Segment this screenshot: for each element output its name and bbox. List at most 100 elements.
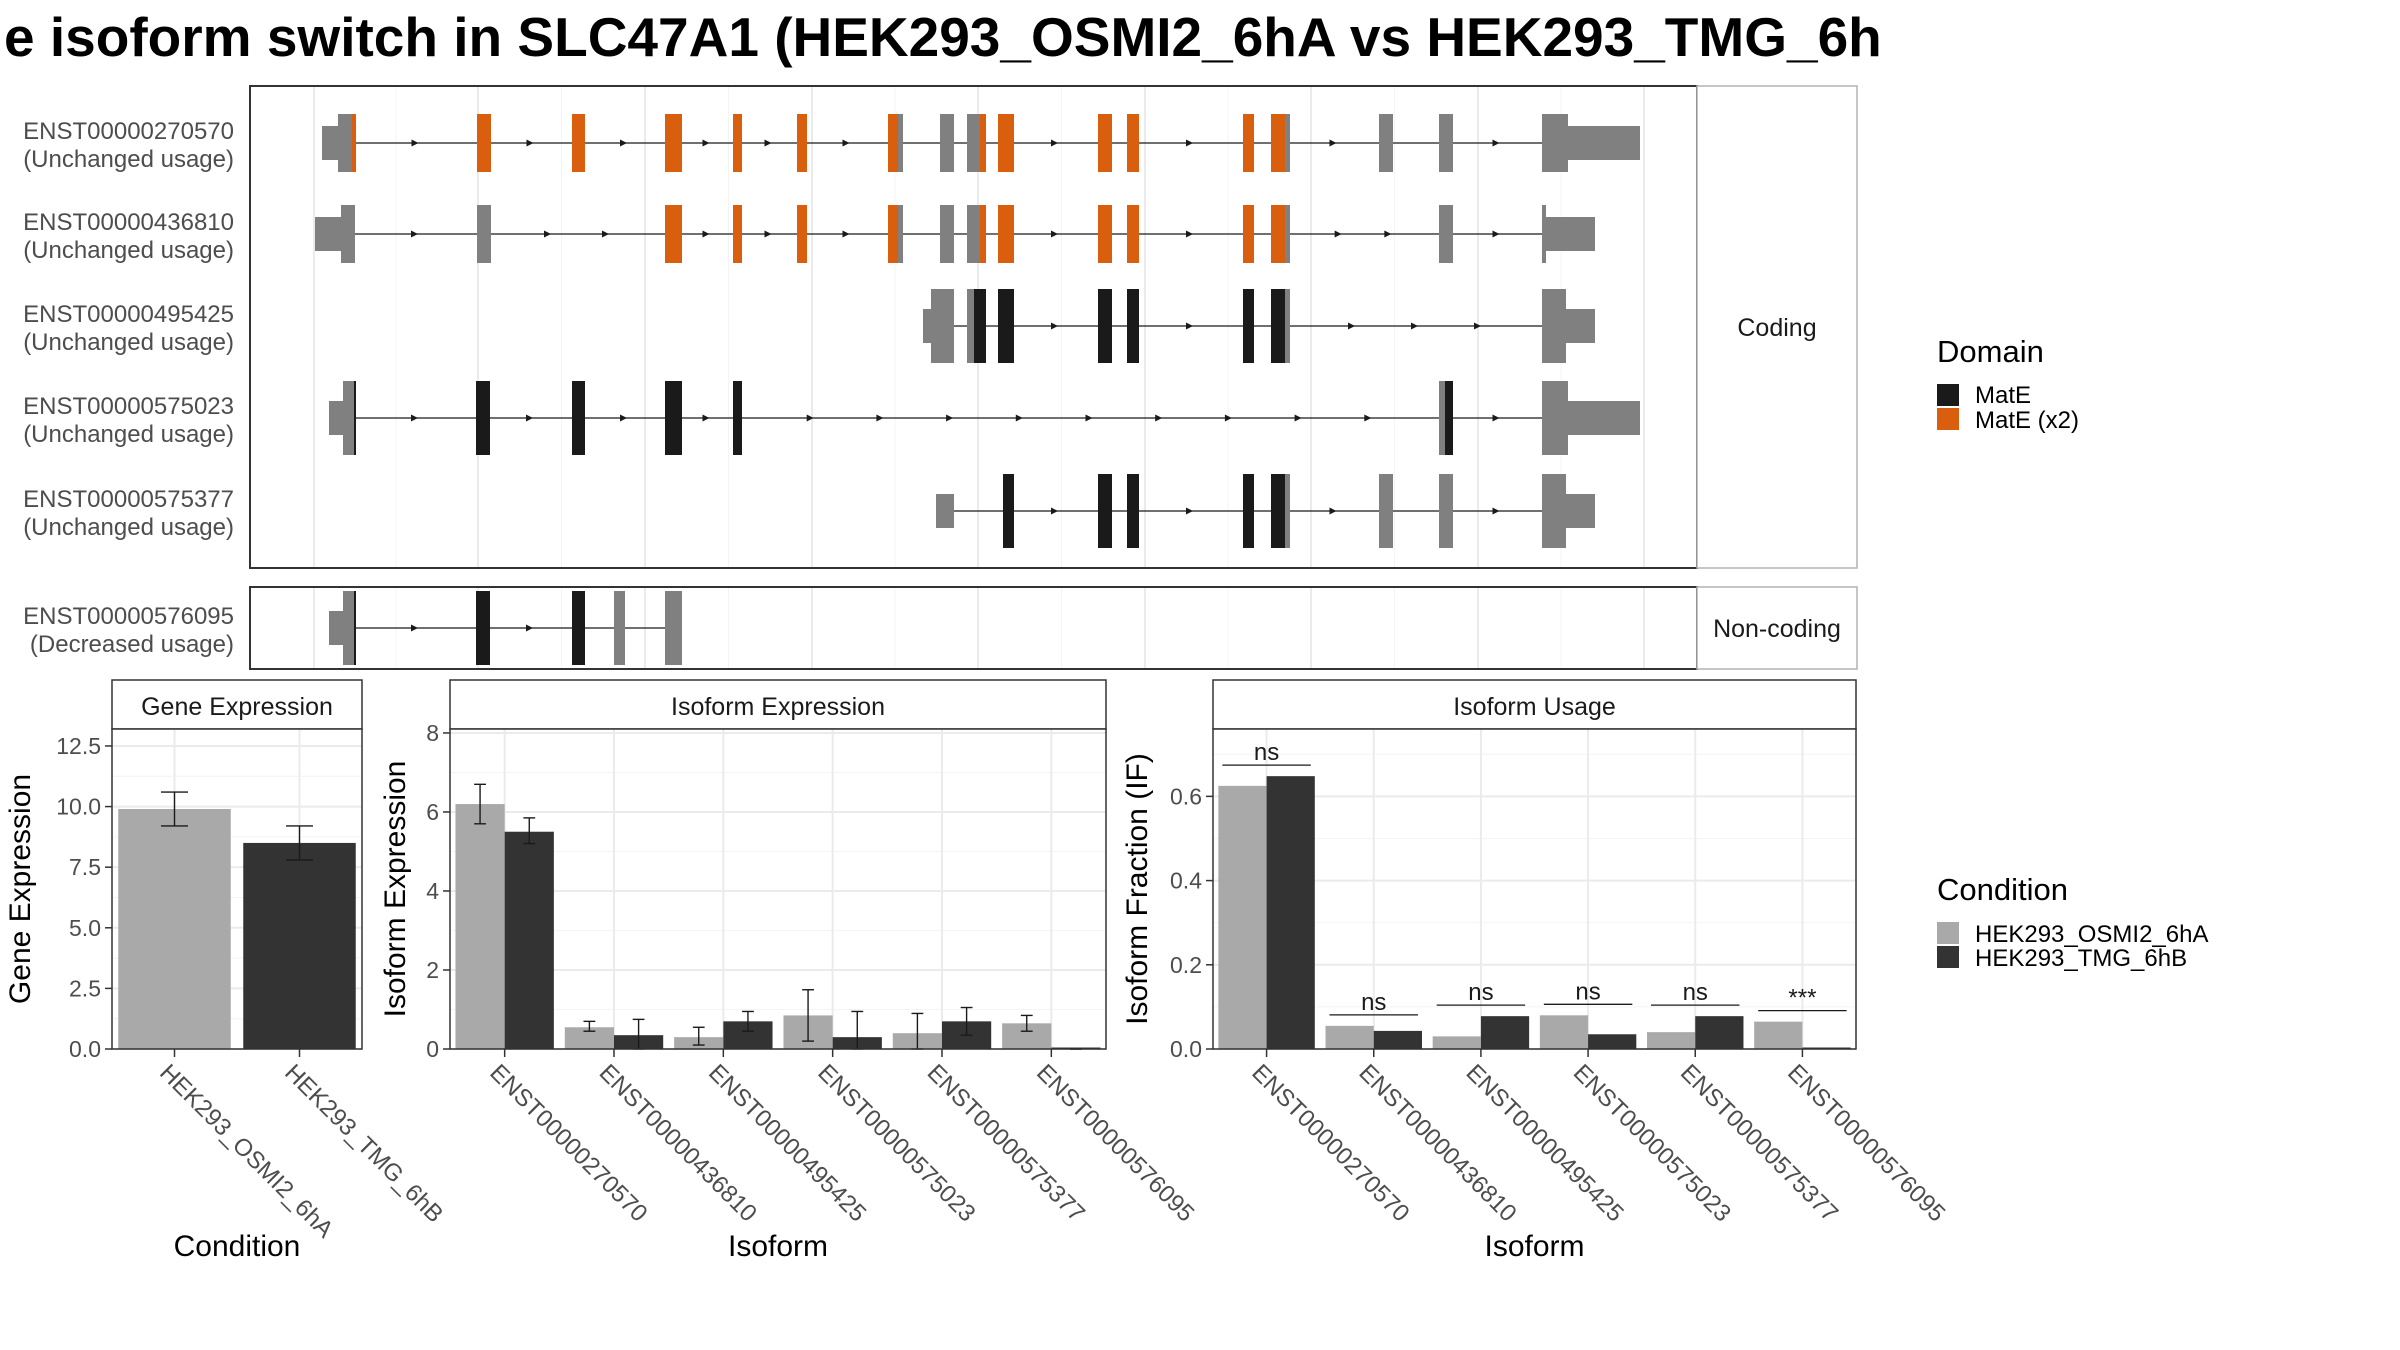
condition-legend-label-b: HEK293_TMG_6hB <box>1975 945 2187 972</box>
figure-title: e isoform switch in SLC47A1 (HEK293_OSMI… <box>4 6 1882 68</box>
domain-legend-label-mate: MatE <box>1975 382 2031 409</box>
exon-mate-x2 <box>980 114 986 172</box>
transcript-labels: ENST00000270570(Unchanged usage)ENST0000… <box>23 118 234 658</box>
bar <box>1432 1036 1481 1049</box>
isoform-usage-chart: Isoform Usage0.00.20.40.6nsENST000002705… <box>1121 679 1950 1263</box>
domain-legend: Domain MatE MatE (x2) <box>1937 334 2079 434</box>
y-tick-label: 7.5 <box>69 854 101 880</box>
exon <box>898 114 903 172</box>
exon-mate-x2 <box>980 205 986 263</box>
exon <box>614 591 625 665</box>
exon <box>1439 114 1453 172</box>
bar <box>564 1027 614 1049</box>
y-axis-title: Gene Expression <box>4 774 37 1004</box>
exon-mate <box>476 381 490 455</box>
intron-arrow <box>411 230 418 238</box>
intron-arrow <box>876 414 884 422</box>
exon <box>1285 205 1290 263</box>
intron-arrow <box>1492 230 1500 238</box>
exon <box>1542 289 1566 363</box>
y-tick-label: 6 <box>426 799 439 825</box>
coding-transcripts <box>315 114 1640 548</box>
chart-title: Isoform Expression <box>671 693 885 721</box>
exon <box>1439 381 1445 455</box>
exon <box>940 114 954 172</box>
condition-legend-key-a <box>1937 922 1959 944</box>
intron-arrow <box>1294 414 1302 422</box>
exon-mate <box>733 381 742 455</box>
transcript-track <box>329 591 682 665</box>
chart-strip <box>1212 679 1857 730</box>
y-tick-label: 2 <box>426 957 439 983</box>
transcript-id-label: ENST00000575377 <box>23 486 234 513</box>
exon-mate-x2 <box>797 114 807 172</box>
y-tick-label: 0.2 <box>1170 952 1202 978</box>
exon <box>1546 217 1595 251</box>
transcript-usage-label: (Decreased usage) <box>30 631 234 658</box>
bar <box>1218 785 1267 1049</box>
noncoding-strip-label: Non-coding <box>1713 615 1841 643</box>
transcript-usage-label: (Unchanged usage) <box>23 421 234 448</box>
intron-arrow <box>1051 230 1058 238</box>
domain-legend-key-mate <box>1937 384 1959 406</box>
y-tick-label: 0.6 <box>1170 783 1202 809</box>
exon-mate <box>1243 474 1254 548</box>
bar <box>118 809 231 1049</box>
intron-arrow <box>1186 507 1193 515</box>
exon-mate-x2 <box>665 114 682 172</box>
intron-arrow <box>946 414 954 422</box>
exon-mate <box>974 289 986 363</box>
exon <box>1542 474 1566 548</box>
transcript-track <box>315 205 1595 263</box>
exon <box>967 289 974 363</box>
exon <box>1439 474 1453 548</box>
exon-mate <box>1271 289 1285 363</box>
exon <box>1285 474 1290 548</box>
y-tick-label: 8 <box>426 720 439 746</box>
exon-mate-x2 <box>1098 205 1112 263</box>
exon <box>1542 205 1546 263</box>
exon-mate <box>1003 474 1014 548</box>
exon <box>329 401 343 435</box>
transcript-usage-label: (Unchanged usage) <box>23 237 234 264</box>
exon-mate-x2 <box>797 205 807 263</box>
exon <box>1568 401 1640 435</box>
intron-arrow <box>1474 322 1481 330</box>
intron-arrow <box>1384 230 1392 238</box>
y-tick-label: 4 <box>426 878 439 904</box>
intron-arrow <box>1051 507 1058 515</box>
coding-strip-label: Coding <box>1737 314 1816 342</box>
exon <box>940 205 954 263</box>
exon-mate <box>1271 474 1285 548</box>
intron-arrow <box>1492 507 1500 515</box>
y-tick-label: 5.0 <box>69 915 101 941</box>
exon-mate-x2 <box>888 114 898 172</box>
exon <box>1285 289 1290 363</box>
exon-mate-x2 <box>1271 205 1285 263</box>
intron-arrow <box>1085 414 1093 422</box>
intron-arrow <box>1334 230 1342 238</box>
intron-arrow <box>764 139 772 147</box>
noncoding-strip <box>1696 586 1858 670</box>
exon-mate <box>998 289 1014 363</box>
exon-mate <box>572 381 585 455</box>
exon <box>315 217 341 251</box>
noncoding-grid <box>313 587 1645 669</box>
intron-arrow <box>411 624 418 632</box>
exon-mate <box>665 381 682 455</box>
exon <box>322 126 338 160</box>
exon-mate <box>354 591 356 665</box>
intron-arrow <box>526 624 533 632</box>
coding-panel: Coding <box>249 85 1858 569</box>
intron-arrow <box>1051 322 1058 330</box>
intron-arrow <box>620 414 627 422</box>
exon-mate-x2 <box>1243 205 1254 263</box>
noncoding-panel: Non-coding <box>249 586 1858 670</box>
intron-arrow <box>602 230 609 238</box>
exon-mate <box>1098 289 1112 363</box>
exon <box>1439 205 1453 263</box>
exon-mate-x2 <box>1243 114 1254 172</box>
bar <box>1754 1021 1803 1049</box>
transcript-id-label: ENST00000575023 <box>23 393 234 420</box>
